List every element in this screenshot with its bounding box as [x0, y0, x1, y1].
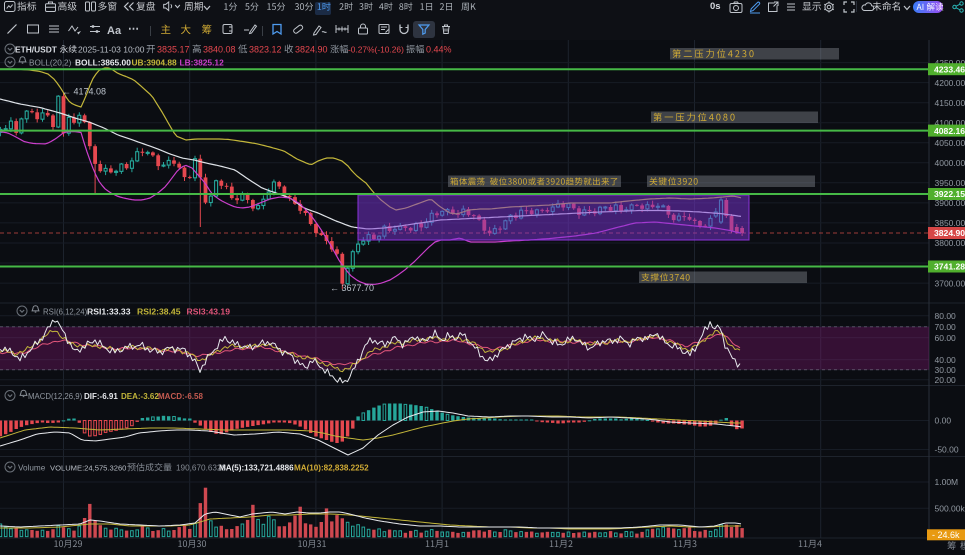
svg-text:DIF:-6.91: DIF:-6.91	[84, 392, 118, 401]
svg-text:RSI1:33.33: RSI1:33.33	[87, 307, 131, 317]
svg-text:← 4174.08: ← 4174.08	[62, 87, 106, 97]
svg-text:4200.00: 4200.00	[935, 78, 965, 88]
svg-text:4082.16: 4082.16	[934, 126, 965, 136]
svg-text:0.00: 0.00	[935, 416, 952, 426]
svg-text:30.00: 30.00	[935, 365, 957, 375]
svg-text:4000.00: 4000.00	[935, 158, 965, 168]
svg-text:3824.90: 3824.90	[295, 44, 328, 54]
svg-text:MACD(12,26,9): MACD(12,26,9)	[28, 392, 83, 401]
svg-text:Volume: Volume	[18, 464, 46, 473]
svg-text:ETH/USDT: ETH/USDT	[15, 44, 58, 54]
svg-text:3800.00: 3800.00	[935, 238, 965, 248]
svg-text:DEA:-3.62: DEA:-3.62	[121, 392, 159, 401]
svg-text:UB:3904.88: UB:3904.88	[132, 57, 178, 67]
svg-text:2025-11-03 10:00: 2025-11-03 10:00	[78, 44, 145, 54]
svg-text:3850.00: 3850.00	[935, 218, 965, 228]
svg-text:500.00k: 500.00k	[935, 504, 965, 514]
svg-text:0.44%: 0.44%	[426, 44, 452, 54]
svg-text:-0.27%(-10.26): -0.27%(-10.26)	[348, 44, 404, 54]
svg-text:3823.12: 3823.12	[249, 44, 282, 54]
svg-text:MA(10):82,838.2252: MA(10):82,838.2252	[294, 464, 369, 473]
svg-text:80.00: 80.00	[935, 311, 957, 321]
svg-text:70.00: 70.00	[935, 322, 957, 332]
svg-text:-50.00: -50.00	[935, 445, 959, 455]
svg-text:20.00: 20.00	[935, 375, 957, 385]
svg-text:3700.00: 3700.00	[935, 278, 965, 288]
svg-text:- 24.6k: - 24.6k	[932, 530, 960, 540]
svg-text:3835.17: 3835.17	[157, 44, 190, 54]
svg-text:MA(5):133,721.4886: MA(5):133,721.4886	[219, 464, 294, 473]
svg-text:4050.00: 4050.00	[935, 138, 965, 148]
svg-text:VOLUME:24,575.3260: VOLUME:24,575.3260	[50, 464, 126, 473]
svg-text:3840.08: 3840.08	[203, 44, 236, 54]
svg-text:40.00: 40.00	[935, 355, 957, 365]
svg-text:3824.90: 3824.90	[934, 228, 965, 238]
svg-text:RSI(6,12,24): RSI(6,12,24)	[43, 308, 88, 317]
svg-text:MACD:-6.58: MACD:-6.58	[158, 392, 203, 401]
svg-text:BOLL:3865.00: BOLL:3865.00	[75, 57, 131, 67]
svg-text:3950.00: 3950.00	[935, 178, 965, 188]
svg-text:LB:3825.12: LB:3825.12	[180, 57, 225, 67]
svg-text:3922.15: 3922.15	[934, 189, 965, 199]
svg-text:← 3677.70: ← 3677.70	[330, 283, 374, 293]
svg-text:4233.46: 4233.46	[934, 64, 965, 74]
svg-text:BOLL(20,2): BOLL(20,2)	[29, 58, 72, 67]
svg-text:1.00M: 1.00M	[935, 477, 959, 487]
svg-text:RSI2:38.45: RSI2:38.45	[137, 307, 181, 317]
svg-text:3741.28: 3741.28	[934, 262, 965, 272]
svg-text:60.00: 60.00	[935, 333, 957, 343]
svg-text:4150.00: 4150.00	[935, 98, 965, 108]
svg-text:RSI3:43.19: RSI3:43.19	[187, 307, 231, 317]
